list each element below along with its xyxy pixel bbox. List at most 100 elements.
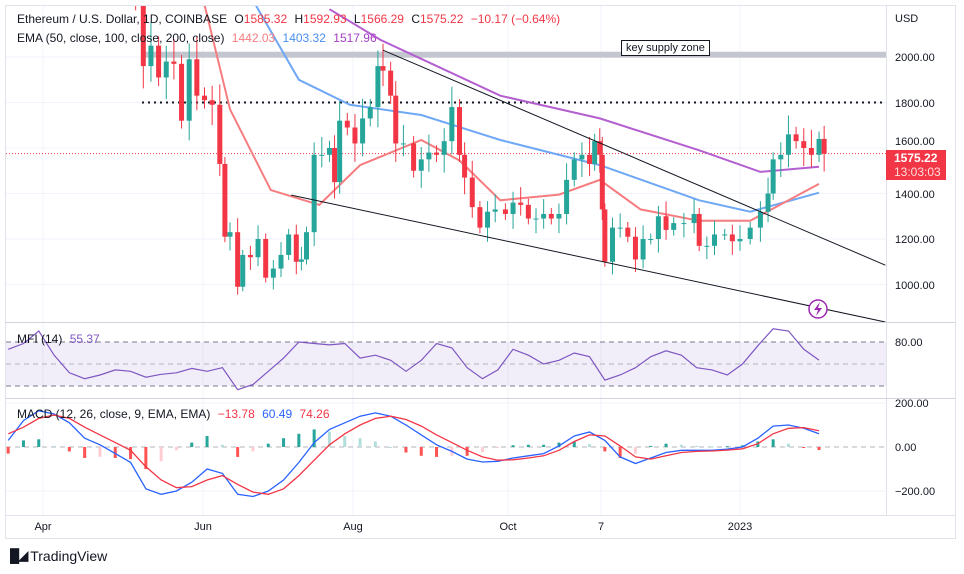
price-axis[interactable]: USD 2000.00 1800.00 1600.00 1400.00 1200… [895,13,935,498]
candle [360,118,366,144]
macd-histogram-bar [511,445,515,447]
macd-histogram-bar [710,446,714,448]
macd-histogram-bar [649,445,653,447]
candle [477,207,483,228]
candle [757,211,763,228]
macd-histogram-bar [266,443,270,447]
ema-200-line[interactable] [328,8,820,173]
lightning-icon[interactable] [808,299,828,319]
macd-histogram-bar [419,447,423,456]
macd-signal-line[interactable] [7,414,820,495]
close-value: 1575.22 [420,12,464,26]
time-axis[interactable]: Apr Jun Aug Oct 7 2023 [34,521,752,533]
time-tick: 7 [598,521,604,533]
macd-histogram-bar [725,446,729,448]
current-price-tag: 1575.22 13:03:03 [886,150,946,180]
candle [227,232,233,237]
macd-histogram-bar [389,447,393,448]
candle [194,59,200,96]
macd-histogram-bar [771,439,775,447]
low-label: L [353,12,361,26]
macd-histogram-bar [190,442,194,447]
candle [247,254,253,258]
candle [434,152,440,155]
mfi-legend[interactable]: MFI (14) 55.37 [17,332,104,346]
price-tick: 1400.00 [895,189,935,201]
candle [564,179,570,214]
macd-tick: 200.00 [895,398,929,410]
price-pane[interactable] [6,0,886,322]
candle [441,141,447,155]
candle [148,45,154,67]
macd-histogram-bar [557,442,561,447]
macd-histogram-bar [618,447,622,458]
candle [722,234,728,236]
candle [729,234,735,242]
candle [222,163,228,237]
tradingview-logo[interactable]: █◢ TradingView [10,548,107,564]
mfi-line[interactable] [7,328,820,391]
price-tick: 1000.00 [895,280,935,292]
macd-histogram-bar [343,436,347,447]
macd-histogram-bar [526,444,530,447]
ema-legend[interactable]: EMA (50, close, 100, close, 200, close) … [17,31,381,45]
key-supply-zone-band[interactable] [142,51,886,58]
low-value: 1566.29 [360,12,404,26]
candles [135,6,827,295]
macd-line[interactable] [7,410,820,498]
ema-50-line[interactable] [203,5,820,222]
macd-legend[interactable]: MACD (12, 26, close, 9, EMA, EMA) −13.78… [17,407,334,421]
macd-histogram-bar [312,429,316,447]
ema-label: EMA (50, close, 100, close, 200, close) [17,31,225,45]
open-value: 1585.32 [243,12,288,26]
candle [571,159,577,180]
candle [278,254,284,269]
candle [696,213,702,246]
ema-100-line[interactable] [255,5,820,213]
candle [163,61,169,78]
candle [663,216,669,230]
candle [375,66,381,108]
macd-pane[interactable] [6,410,886,498]
candle [747,227,753,239]
symbol-legend[interactable]: Ethereum / U.S. Dollar, 1D, COINBASE O15… [17,12,564,26]
candle [671,223,677,230]
macd-histogram-bar [236,447,240,457]
candle [770,159,776,194]
candle [326,148,332,155]
macd-histogram-bar [37,439,41,447]
candle [344,120,350,128]
macd-tick: 0.00 [895,442,916,454]
macd-signal-value: 74.26 [299,407,330,421]
candle [240,254,246,287]
macd-histogram-bar [174,447,178,451]
candle [156,45,162,78]
high-value: 1592.93 [303,12,347,26]
price-tick: 2000.00 [895,52,935,64]
bar-countdown: 13:03:03 [894,165,941,179]
lower-trendline[interactable] [291,194,886,322]
chart-frame [5,5,956,539]
mfi-pane[interactable] [6,328,886,391]
candle [380,66,386,71]
symbol-title: Ethereum / U.S. Dollar, 1D, COINBASE [17,12,228,26]
candle [449,107,455,142]
candle [255,239,261,258]
macd-histogram-bar [83,447,87,458]
candle [332,148,338,183]
candle [186,59,192,121]
macd-histogram-bar [817,447,821,451]
current-price-value: 1575.22 [894,151,938,165]
candle [235,232,241,287]
mfi-value: 55.37 [69,332,100,346]
candle [337,120,343,183]
macd-label: MACD (12, 26, close, 9, EMA, EMA) [17,407,211,421]
upper-trendline[interactable] [382,49,886,266]
candle [485,211,491,228]
ema-100-value: 1403.32 [282,31,326,45]
candle [469,177,475,208]
macd-histogram-bar [404,447,408,453]
candle [597,141,603,155]
key-supply-zone-label[interactable]: key supply zone [621,40,710,56]
